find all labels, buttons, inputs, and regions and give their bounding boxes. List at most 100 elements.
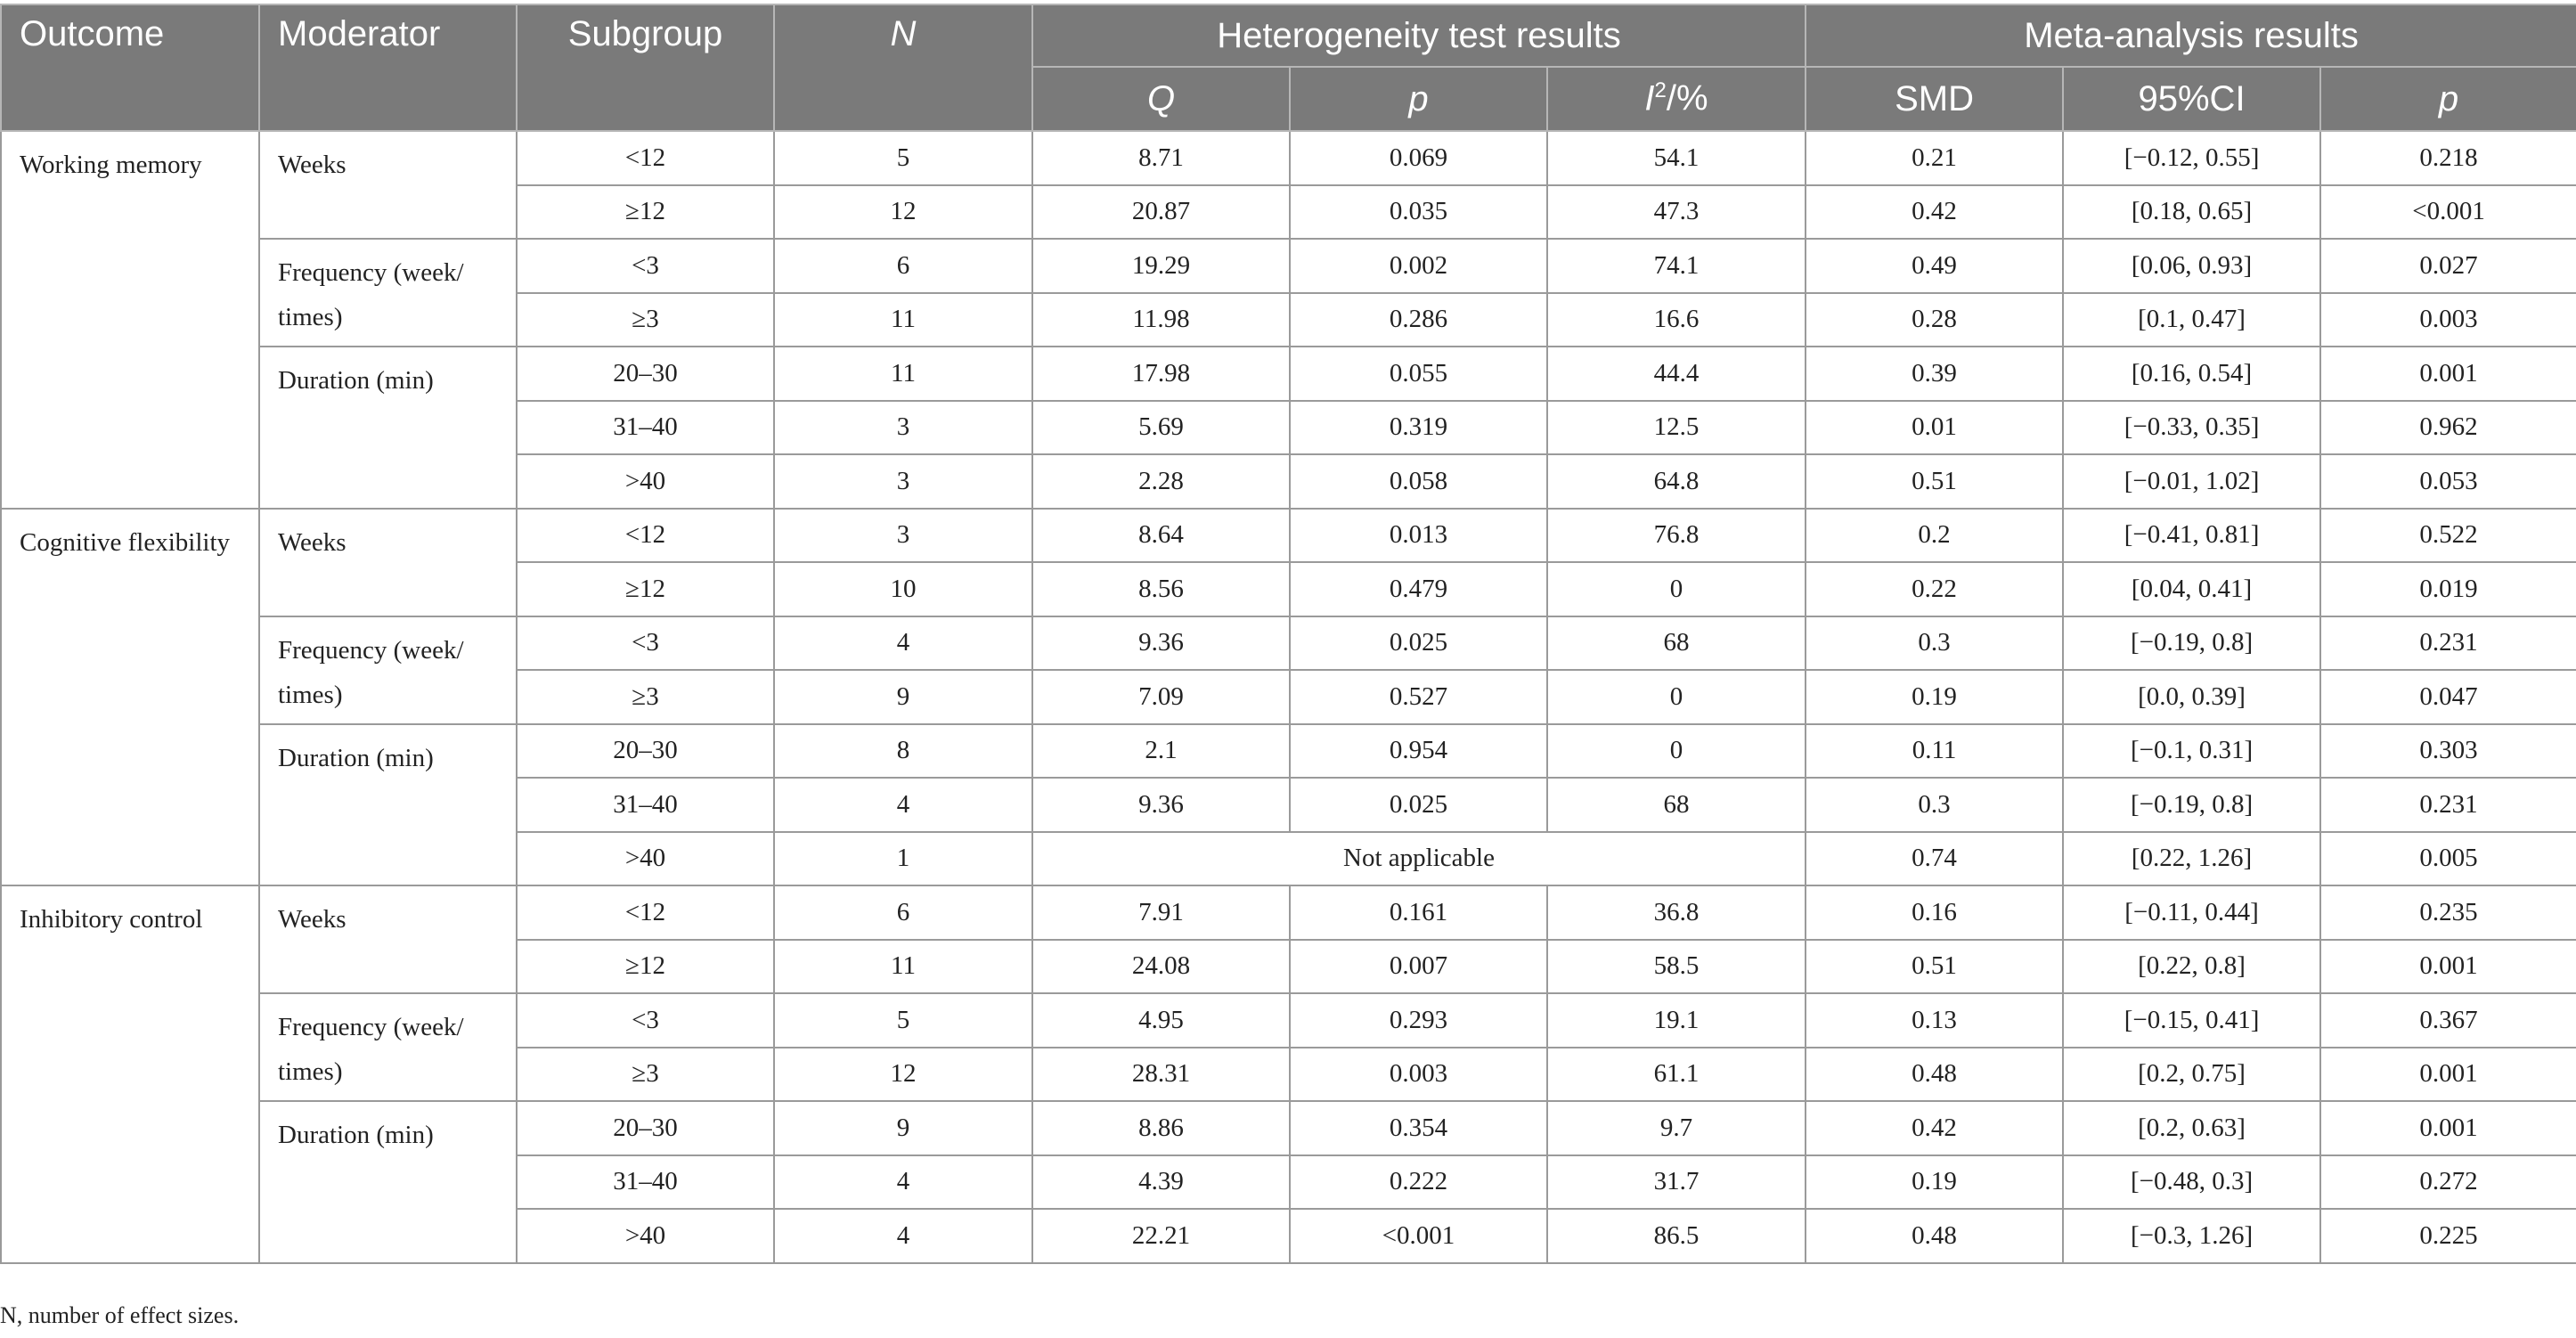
smd-cell: 0.74 <box>1805 830 2065 886</box>
p-cell: 0.161 <box>1289 885 1548 941</box>
p-meta-cell: <0.001 <box>2319 184 2576 240</box>
smd-cell: 0.22 <box>1805 561 2065 617</box>
smd-cell: 0.3 <box>1805 615 2065 671</box>
n-cell: 3 <box>773 399 1033 455</box>
n-cell: 11 <box>773 291 1033 347</box>
smd-cell: 0.11 <box>1805 722 2065 779</box>
n-cell: 6 <box>773 885 1033 941</box>
outcome-cell: Working memory <box>0 130 260 510</box>
table-row: >40 1 Not applicable 0.74 [0.22, 1.26] 0.005 <box>1 830 2576 886</box>
p-meta-cell: 0.303 <box>2319 722 2576 779</box>
table-row: ≥3 12 28.31 0.003 61.1 0.48 [0.2, 0.75] 0.001 <box>1 1046 2576 1102</box>
table-row: Duration (min) 20–30 8 2.1 0.954 0 0.11 [−0.1, … <box>1 722 2576 886</box>
p-cell: 0.222 <box>1289 1154 1548 1210</box>
header-smd: SMD <box>1805 66 2065 132</box>
p-cell: 0.003 <box>1289 1046 1548 1102</box>
ci-cell: [0.0, 0.39] <box>2062 669 2322 725</box>
subgroup-cell: ≥12 <box>516 561 775 617</box>
p-cell: 0.055 <box>1289 346 1548 402</box>
header-moderator: Moderator <box>258 4 518 132</box>
n-cell: 4 <box>773 777 1033 833</box>
p-cell: 0.354 <box>1289 1100 1548 1156</box>
n-cell: 12 <box>773 1046 1033 1102</box>
moderator-cell: Duration (min) <box>258 346 518 510</box>
i2-cell: 0 <box>1545 722 1807 779</box>
n-cell: 11 <box>773 346 1033 402</box>
ci-cell: [0.22, 1.26] <box>2062 830 2322 886</box>
i2-cell: 19.1 <box>1545 992 1807 1048</box>
n-cell: 9 <box>773 1100 1033 1156</box>
table-row: Frequency (week/ times) <3 5 4.95 0.293 19.1 0… <box>1 992 2576 1102</box>
table-row: ≥3 9 7.09 0.527 0 0.19 [0.0, 0.39] 0.047 <box>1 669 2576 725</box>
q-cell: 8.86 <box>1031 1100 1291 1156</box>
subgroup-cell: 20–30 <box>516 346 775 402</box>
q-cell: 22.21 <box>1031 1208 1291 1264</box>
subgroup-cell: ≥3 <box>516 291 775 347</box>
i2-cell: 47.3 <box>1545 184 1807 240</box>
table-row: Duration (min) 20–30 9 8.86 0.354 9.7 0.42 [0.2… <box>1 1100 2576 1264</box>
p-cell: 0.479 <box>1289 561 1548 617</box>
n-cell: 11 <box>773 938 1033 994</box>
p-meta-cell: 0.962 <box>2319 399 2576 455</box>
subgroup-cell: ≥3 <box>516 669 775 725</box>
q-cell: 2.1 <box>1031 722 1291 779</box>
ci-cell: [0.04, 0.41] <box>2062 561 2322 617</box>
p-meta-cell: 0.027 <box>2319 238 2576 294</box>
ci-cell: [0.22, 0.8] <box>2062 938 2322 994</box>
smd-cell: 0.19 <box>1805 1154 2065 1210</box>
i2-cell: 54.1 <box>1545 130 1807 186</box>
i2-cell: 86.5 <box>1545 1208 1807 1264</box>
q-cell: 19.29 <box>1031 238 1291 294</box>
moderator-cell: Duration (min) <box>258 722 518 886</box>
p-cell: 0.527 <box>1289 669 1548 725</box>
q-cell: 4.95 <box>1031 992 1291 1048</box>
i2-cell: 68 <box>1545 615 1807 671</box>
p-meta-cell: 0.522 <box>2319 507 2576 563</box>
table-row: ≥12 11 24.08 0.007 58.5 0.51 [0.22, 0.8] 0.001 <box>1 938 2576 994</box>
i2-cell: 31.7 <box>1545 1154 1807 1210</box>
ci-cell: [−0.19, 0.8] <box>2062 615 2322 671</box>
moderator-cell: Frequency (week/ times) <box>258 992 518 1102</box>
meta-analysis-table: Outcome Moderator Subgroup N Heterogenei… <box>0 4 2576 1264</box>
table-row: ≥12 12 20.87 0.035 47.3 0.42 [0.18, 0.65] <0.00… <box>1 184 2576 240</box>
ci-cell: [−0.48, 0.3] <box>2062 1154 2322 1210</box>
subgroup-cell: <3 <box>516 992 775 1048</box>
i2-cell: 9.7 <box>1545 1100 1807 1156</box>
p-cell: 0.007 <box>1289 938 1548 994</box>
subgroup-cell: ≥12 <box>516 184 775 240</box>
n-cell: 9 <box>773 669 1033 725</box>
ci-cell: [0.18, 0.65] <box>2062 184 2322 240</box>
subgroup-cell: 31–40 <box>516 1154 775 1210</box>
ci-cell: [0.06, 0.93] <box>2062 238 2322 294</box>
subgroup-cell: <12 <box>516 130 775 186</box>
smd-cell: 0.42 <box>1805 184 2065 240</box>
subgroup-cell: <3 <box>516 238 775 294</box>
ci-cell: [0.1, 0.47] <box>2062 291 2322 347</box>
subgroup-cell: <12 <box>516 885 775 941</box>
table-row: Duration (min) 20–30 11 17.98 0.055 44.4 0.39[… <box>1 346 2576 510</box>
ci-cell: [−0.41, 0.81] <box>2062 507 2322 563</box>
p-meta-cell: 0.231 <box>2319 615 2576 671</box>
smd-cell: 0.01 <box>1805 399 2065 455</box>
i2-cell: 68 <box>1545 777 1807 833</box>
p-cell: 0.025 <box>1289 777 1548 833</box>
p-meta-cell: 0.001 <box>2319 346 2576 402</box>
smd-cell: 0.3 <box>1805 777 2065 833</box>
smd-cell: 0.51 <box>1805 938 2065 994</box>
n-cell: 12 <box>773 184 1033 240</box>
n-cell: 4 <box>773 615 1033 671</box>
header-subgroup: Subgroup <box>516 4 775 132</box>
p-cell: 0.319 <box>1289 399 1548 455</box>
p-meta-cell: 0.003 <box>2319 291 2576 347</box>
p-cell: 0.025 <box>1289 615 1548 671</box>
i2-cell: 76.8 <box>1545 507 1807 563</box>
p-cell: 0.293 <box>1289 992 1548 1048</box>
smd-cell: 0.42 <box>1805 1100 2065 1156</box>
ci-cell: [−0.19, 0.8] <box>2062 777 2322 833</box>
header-q: Q <box>1031 66 1291 132</box>
smd-cell: 0.19 <box>1805 669 2065 725</box>
smd-cell: 0.48 <box>1805 1208 2065 1264</box>
table-row: 31–40 4 4.39 0.222 31.7 0.19 [−0.48, 0.3] 0.272 <box>1 1154 2576 1210</box>
table-body: Working memory Weeks <12 5 8.71 0.069 54.1 0.21… <box>0 130 2576 1264</box>
i2-cell: 61.1 <box>1545 1046 1807 1102</box>
